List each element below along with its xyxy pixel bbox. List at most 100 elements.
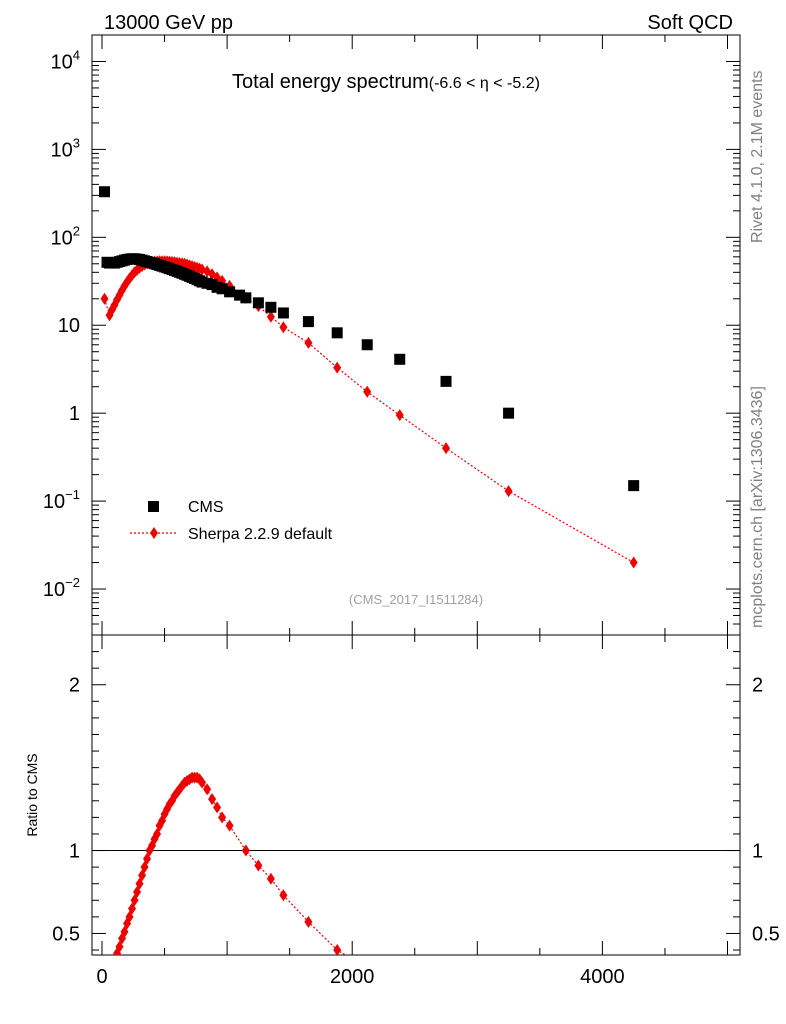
y-tick-label-exp: 3 — [73, 135, 80, 150]
y-tick-label-base: 10 — [43, 491, 65, 513]
chart-title-suffix: (-6.6 < η < -5.2) — [429, 75, 540, 92]
ratio-ticks — [92, 635, 740, 955]
ratio-point — [153, 827, 162, 840]
sherpa-point — [395, 409, 404, 422]
ratio-points — [108, 771, 638, 1001]
ratio-point — [198, 776, 207, 789]
ratio-point — [225, 819, 234, 832]
ratio-line — [115, 776, 347, 955]
ratio-point — [254, 859, 263, 872]
sherpa-point — [363, 385, 372, 398]
cms-point — [503, 407, 515, 419]
sherpa-point — [442, 442, 451, 455]
ratio-tick-label-left: 0.5 — [52, 923, 80, 945]
ratio-tick-label-left: 1 — [69, 841, 80, 863]
y-tick-label-base: 10 — [51, 139, 73, 161]
y-tick-label-base: 10 — [58, 315, 80, 337]
sherpa-points — [100, 255, 638, 569]
ratio-point — [125, 910, 134, 923]
y-tick-label-base: 10 — [43, 579, 65, 601]
ratio-point — [630, 989, 638, 1001]
ratio-tick-label-left: 2 — [69, 675, 80, 697]
analysis-id: (CMS_2017_I1511284) — [349, 592, 483, 607]
category-label: Soft QCD — [647, 12, 733, 34]
legend: CMS Sherpa 2.2.9 default — [130, 499, 333, 543]
x-tick-label: 4000 — [580, 966, 625, 988]
ratio-point — [442, 982, 450, 994]
cms-point — [628, 480, 640, 492]
sherpa-point — [120, 279, 129, 292]
y-tick-label-exp: −2 — [65, 575, 80, 590]
ratio-point — [218, 811, 227, 824]
ratio-point — [138, 869, 147, 882]
ratio-point — [279, 889, 288, 902]
rivet-label: Rivet 4.1.0, 2.1M events — [749, 70, 766, 243]
ratio-plot-frame — [91, 634, 741, 956]
ratio-point — [266, 872, 275, 885]
sherpa-point — [304, 336, 313, 349]
ratio-point — [115, 940, 124, 953]
cms-point — [277, 307, 289, 319]
y-tick-label-base: 10 — [51, 51, 73, 73]
cms-point — [440, 375, 452, 387]
main-plot-frame — [91, 34, 741, 636]
cms-point — [331, 327, 343, 339]
y-tick-label-exp: 2 — [73, 223, 80, 238]
sherpa-point — [279, 321, 288, 334]
x-tick-label: 2000 — [330, 966, 375, 988]
ratio-point — [213, 801, 222, 814]
y-tick-label-exp: 4 — [73, 47, 80, 62]
ratio-point — [143, 852, 152, 865]
ratio-tick-labels: 2 2 1 1 0.5 0.5 — [52, 675, 780, 946]
ratio-tick-label-right: 1 — [752, 841, 763, 863]
y-tick-label: 1 — [69, 403, 80, 425]
y-tick-label: 102 — [51, 223, 80, 249]
ratio-point — [120, 925, 129, 938]
ratio-point — [135, 877, 144, 890]
ratio-point — [203, 783, 212, 796]
legend-sherpa-label: Sherpa 2.2.9 default — [188, 526, 333, 543]
y-tick-label: 104 — [51, 47, 80, 73]
main-ticks — [92, 34, 740, 636]
ratio-point — [108, 962, 116, 974]
legend-sherpa-marker — [150, 527, 158, 539]
cms-point — [252, 297, 264, 309]
sherpa-line — [103, 260, 634, 564]
sherpa-point — [333, 361, 342, 374]
y-tick-label-base: 1 — [69, 403, 80, 425]
cms-point — [216, 283, 228, 295]
ratio-point — [208, 793, 217, 806]
sherpa-point — [100, 292, 109, 305]
ratio-point — [128, 902, 137, 915]
ratio-point — [241, 844, 250, 857]
sherpa-point — [629, 556, 638, 569]
cms-point — [240, 292, 252, 304]
y-tick-label: 10−1 — [43, 487, 80, 513]
cms-point — [302, 316, 314, 328]
ratio-point — [505, 989, 513, 1001]
ratio-point — [133, 885, 142, 898]
ratio-point — [333, 944, 342, 955]
ratio-point — [111, 956, 119, 968]
mcplots-label: mcplots.cern.ch [arXiv:1306.3436] — [749, 386, 766, 628]
ratio-point — [304, 915, 313, 928]
cms-point — [99, 186, 111, 198]
ratio-point — [113, 947, 122, 955]
x-tick-label: 0 — [96, 966, 107, 988]
chart-title-main: Total energy spectrum — [232, 71, 429, 93]
legend-cms-marker — [148, 501, 159, 512]
y-tick-label: 10 — [58, 315, 80, 337]
ratio-point — [130, 894, 139, 907]
legend-cms-label: CMS — [188, 499, 224, 516]
ratio-axis-label: Ratio to CMS — [24, 753, 40, 836]
ratio-point — [140, 861, 149, 874]
ratio-point — [396, 972, 404, 984]
x-tick-labels: 0 2000 4000 — [96, 966, 624, 988]
cms-point — [394, 353, 406, 365]
chart-title: Total energy spectrum(-6.6 < η < -5.2) — [232, 71, 540, 93]
ratio-tick-label-right: 2 — [752, 675, 763, 697]
cms-points — [99, 186, 640, 492]
y-tick-label: 10−2 — [43, 575, 80, 601]
energy-label: 13000 GeV pp — [104, 12, 233, 34]
